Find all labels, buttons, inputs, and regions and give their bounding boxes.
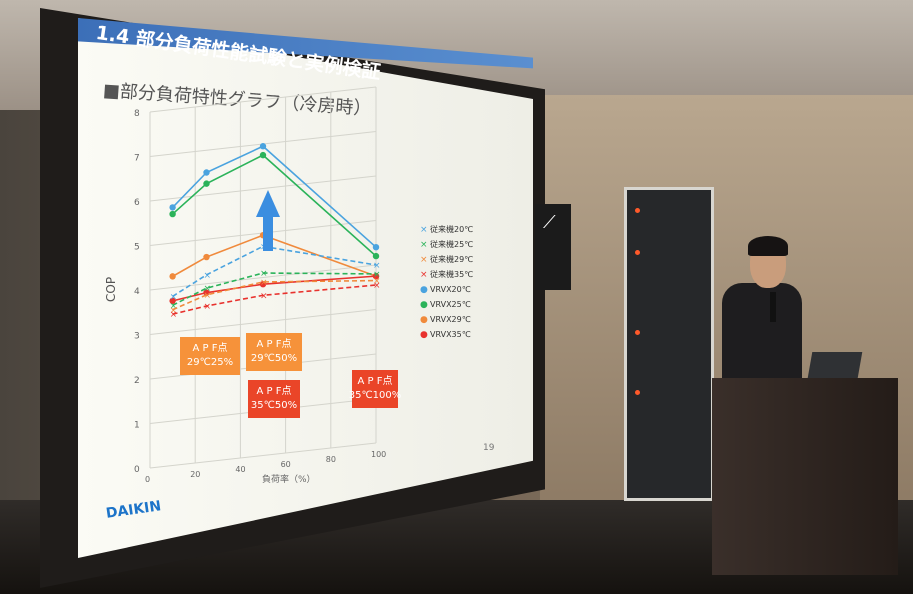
data-point xyxy=(169,211,175,217)
y-tick-label: 4 xyxy=(134,287,140,297)
legend-label: VRVX25℃ xyxy=(430,300,471,309)
apf-annotation-text: A P F点 xyxy=(193,342,228,354)
apf-annotation-text: 29℃25% xyxy=(187,357,233,368)
data-point xyxy=(203,254,209,260)
data-point xyxy=(169,273,175,279)
x-tick-label: 0 xyxy=(145,475,150,484)
legend-marker: ● xyxy=(420,285,428,295)
rack-indicator-light xyxy=(635,208,640,213)
y-tick-label: 6 xyxy=(134,198,140,208)
rack-indicator-light xyxy=(635,390,640,395)
legend-marker: × xyxy=(420,240,428,250)
legend-marker: × xyxy=(420,255,428,265)
legend-label: 従来機20℃ xyxy=(430,224,473,234)
legend-label: VRVX20℃ xyxy=(430,285,471,294)
data-point xyxy=(169,204,175,210)
presenter-body xyxy=(722,283,802,383)
rack-indicator-light xyxy=(635,330,640,335)
x-axis-label: 負荷率（%） xyxy=(262,472,316,485)
data-point-x: × xyxy=(204,271,212,281)
apf-annotation-text: A P F点 xyxy=(257,385,292,397)
y-tick-label: 8 xyxy=(134,109,140,119)
legend-marker: ● xyxy=(420,330,428,340)
data-point-x: × xyxy=(260,291,268,301)
data-point-x: × xyxy=(260,278,268,288)
legend-label: VRVX35℃ xyxy=(430,330,471,339)
y-axis-label: COP xyxy=(104,277,118,302)
apf-annotation-text: 35℃50% xyxy=(251,400,297,411)
equipment-rack xyxy=(624,187,714,501)
banner-logo-icon: ⟋ xyxy=(543,212,556,233)
data-point xyxy=(203,180,209,186)
x-tick-label: 60 xyxy=(281,460,291,469)
rack-indicator-light xyxy=(635,250,640,255)
y-tick-label: 0 xyxy=(134,465,140,475)
apf-annotation-text: 35℃100% xyxy=(349,390,402,401)
x-tick-label: 40 xyxy=(235,465,245,474)
x-tick-label: 100 xyxy=(371,450,386,459)
arrow-head xyxy=(256,190,280,217)
x-tick-label: 20 xyxy=(190,470,200,479)
y-tick-label: 7 xyxy=(134,154,140,164)
podium xyxy=(712,378,898,575)
data-point xyxy=(373,253,379,259)
data-point-x: × xyxy=(204,302,212,312)
y-tick-label: 3 xyxy=(134,332,140,342)
y-tick-label: 2 xyxy=(134,376,140,386)
arrow-shaft xyxy=(263,215,273,251)
legend-marker: ● xyxy=(420,300,428,310)
data-point xyxy=(373,244,379,250)
data-point xyxy=(203,169,209,175)
legend-marker: × xyxy=(420,270,428,280)
data-point-x: × xyxy=(204,291,212,301)
data-point-x: × xyxy=(170,310,178,320)
data-point xyxy=(260,143,266,149)
legend-label: 従来機35℃ xyxy=(430,269,473,279)
y-tick-label: 1 xyxy=(134,421,140,431)
presenter-hair xyxy=(748,236,788,256)
data-point xyxy=(260,152,266,158)
gridline-y xyxy=(150,310,376,335)
legend-label: 従来機29℃ xyxy=(430,254,473,264)
gridline-y xyxy=(150,443,376,468)
legend-label: 従来機25℃ xyxy=(430,239,473,249)
y-tick-label: 5 xyxy=(134,243,140,253)
apf-annotation-text: A P F点 xyxy=(257,338,292,350)
laptop xyxy=(808,352,863,378)
apf-annotation-text: 29℃50% xyxy=(251,353,297,364)
microphone xyxy=(770,292,776,322)
legend-marker: ● xyxy=(420,315,428,325)
gridline-y xyxy=(150,176,376,201)
wall-banner: ⟋ xyxy=(535,204,571,290)
data-point-x: × xyxy=(373,281,381,291)
gridline-y xyxy=(150,87,376,112)
page-number: 19 xyxy=(483,443,494,453)
legend-label: VRVX29℃ xyxy=(430,315,471,324)
apf-annotation-text: A P F点 xyxy=(358,375,393,387)
legend-marker: × xyxy=(420,225,428,235)
x-tick-label: 80 xyxy=(326,455,336,464)
